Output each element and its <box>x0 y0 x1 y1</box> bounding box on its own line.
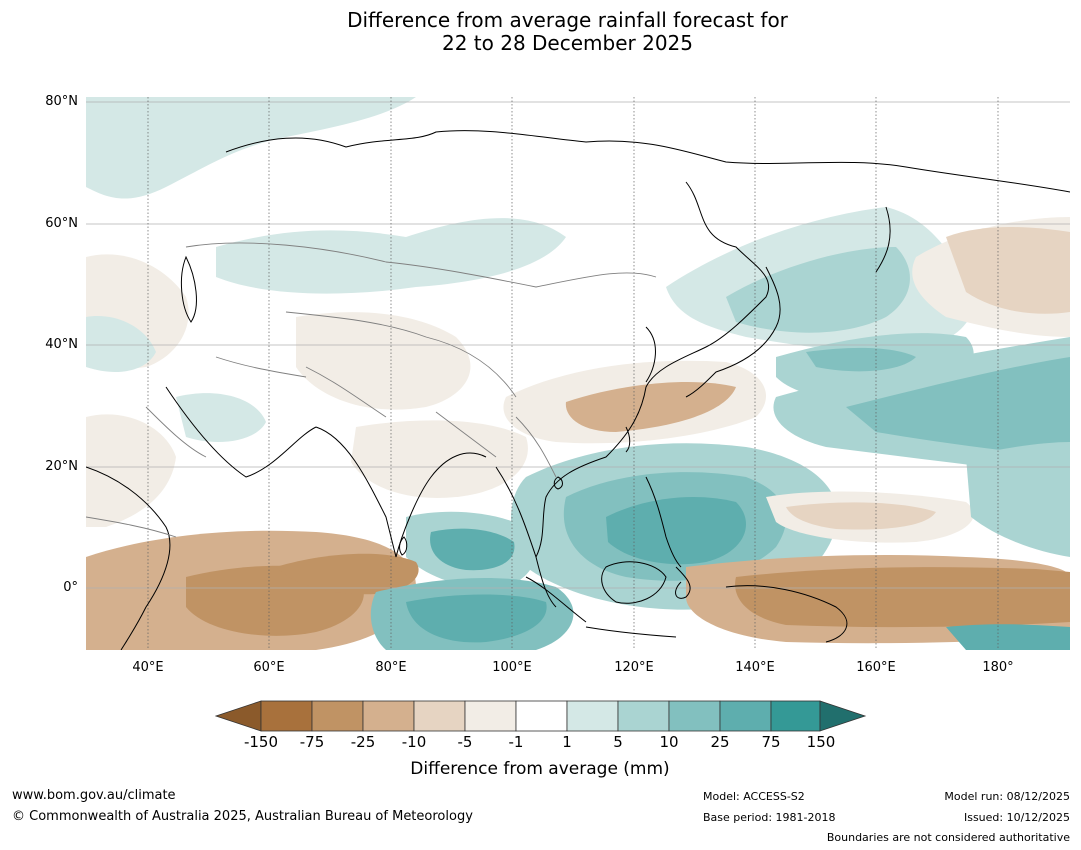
colorbar-swatch-11 <box>770 700 821 732</box>
boundaries-disclaimer: Boundaries are not considered authoritat… <box>826 831 1070 844</box>
colorbar-swatch-6 <box>515 700 568 732</box>
title-line-2: 22 to 28 December 2025 <box>441 31 693 55</box>
lat-label-40n: 40°N <box>45 337 78 352</box>
colorbar <box>215 700 867 732</box>
cb-tick-10: 75 <box>761 733 781 751</box>
title-line-1: Difference from average rainfall forecas… <box>347 8 788 32</box>
colorbar-swatch-10 <box>719 700 772 732</box>
graticule <box>86 101 1070 589</box>
model-run-date: Model run: 08/12/2025 <box>944 790 1070 803</box>
colorbar-swatch-1 <box>260 700 313 732</box>
colorbar-swatch-4 <box>413 700 466 732</box>
issued-date: Issued: 10/12/2025 <box>963 811 1070 824</box>
colorbar-swatch-2 <box>311 700 364 732</box>
colorbar-swatch-8 <box>617 700 670 732</box>
colorbar-swatch-9 <box>668 700 721 732</box>
cb-tick-5: -1 <box>508 733 524 751</box>
base-period: Base period: 1981-2018 <box>703 811 836 824</box>
colorbar-swatch-0 <box>215 700 262 732</box>
cb-tick-8: 10 <box>659 733 679 751</box>
cb-tick-1: -75 <box>299 733 325 751</box>
model-name: Model: ACCESS-S2 <box>703 790 805 803</box>
lat-label-60n: 60°N <box>45 216 78 231</box>
colorbar-swatch-5 <box>464 700 517 732</box>
cb-tick-6: 1 <box>562 733 572 751</box>
lon-label-100e: 100°E <box>492 660 532 675</box>
colorbar-swatch-3 <box>362 700 415 732</box>
colorbar-swatch-12 <box>819 700 867 732</box>
forecast-map[interactable] <box>86 97 1070 650</box>
colorbar-swatch-7 <box>566 700 619 732</box>
cb-tick-11: 150 <box>806 733 836 751</box>
cb-tick-0: -150 <box>243 733 279 751</box>
copyright-text: © Commonwealth of Australia 2025, Austra… <box>12 809 473 824</box>
lon-label-160e: 160°E <box>856 660 896 675</box>
lon-label-80e: 80°E <box>375 660 407 675</box>
cb-tick-3: -10 <box>401 733 427 751</box>
chart-title: Difference from average rainfall forecas… <box>0 9 1081 55</box>
cb-tick-2: -25 <box>350 733 376 751</box>
meridians <box>147 97 999 650</box>
map-canvas <box>86 97 1070 650</box>
cb-tick-7: 5 <box>613 733 623 751</box>
website-link[interactable]: www.bom.gov.au/climate <box>12 788 176 803</box>
lat-label-20n: 20°N <box>45 459 78 474</box>
lon-label-60e: 60°E <box>253 660 285 675</box>
lon-label-40e: 40°E <box>132 660 164 675</box>
lat-label-80n: 80°N <box>45 94 78 109</box>
colorbar-title: Difference from average (mm) <box>410 759 670 779</box>
lon-label-180: 180° <box>982 660 1014 675</box>
coastlines <box>86 130 1070 650</box>
lon-label-140e: 140°E <box>735 660 775 675</box>
cb-tick-9: 25 <box>710 733 730 751</box>
anomaly-shading <box>86 97 1070 650</box>
lon-label-120e: 120°E <box>614 660 654 675</box>
cb-tick-4: -5 <box>457 733 473 751</box>
borders <box>86 242 657 538</box>
lat-label-0: 0° <box>63 580 78 595</box>
